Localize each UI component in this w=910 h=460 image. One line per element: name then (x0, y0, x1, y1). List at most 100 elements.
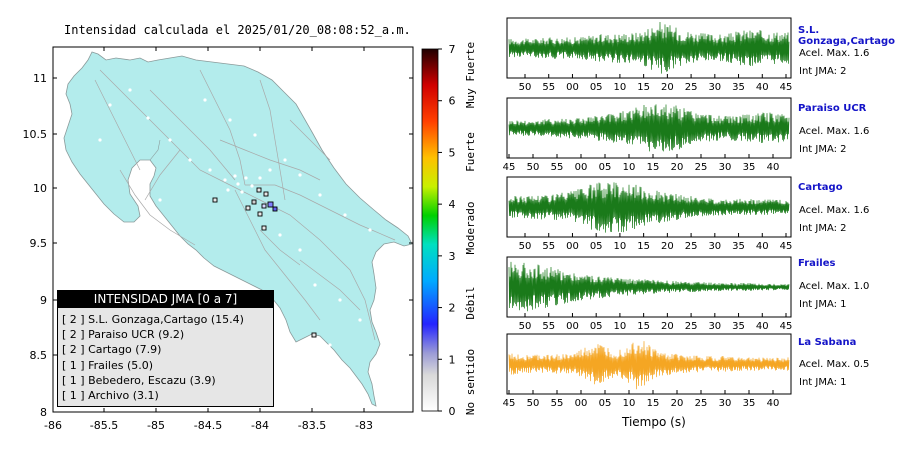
time-tick-label: 55 (551, 398, 564, 409)
map-title: Intensidad calculada el 2025/01/20_08:08… (64, 23, 411, 37)
time-tick-label: 00 (566, 241, 579, 252)
time-tick-label: 25 (685, 241, 698, 252)
map-xtick-label: -85 (147, 419, 165, 432)
nicoya-gulf (149, 139, 161, 161)
waveform-panel: 45 50 55 00 05 10 15 20 25 30 35 40 (503, 333, 792, 409)
map-xtick-label: -85.5 (90, 419, 118, 432)
time-tick-label: 35 (732, 82, 745, 93)
station-name: La Sabana (798, 337, 857, 348)
time-tick-label: 45 (780, 241, 793, 252)
time-tick-label: 40 (756, 241, 769, 252)
map-xtick-label: -83.5 (298, 419, 326, 432)
time-tick-label: 00 (575, 162, 588, 173)
map-ytick-label: 10.5 (23, 128, 48, 141)
time-tick-label: 00 (566, 82, 579, 93)
int-jma: Int JMA: 2 (799, 144, 847, 155)
time-tick-label: 35 (732, 241, 745, 252)
map-xtick-label: -84.5 (194, 419, 222, 432)
time-tick-label: 25 (685, 82, 698, 93)
colorbar-category-label: Fuerte (464, 132, 477, 172)
time-tick-label: 30 (708, 241, 721, 252)
map-xtick-label: -83 (355, 419, 373, 432)
accel-max: Acel. Max. 0.5 (799, 359, 870, 370)
map-ytick-label: 8.5 (30, 349, 48, 362)
station-name: S.L. Gonzaga,Cartago (798, 25, 896, 47)
map-axes: -86 -85.5 -85 -84.5 -84 -83.5 -83 11 10.5 10 9.5 9 8… (23, 47, 413, 432)
time-tick-label: 30 (719, 398, 732, 409)
colorbar-tick-label: 1 (449, 353, 456, 366)
accel-max: Acel. Max. 1.6 (799, 126, 870, 137)
time-tick-label: 30 (708, 321, 721, 332)
map-xtick-label: -86 (44, 419, 62, 432)
time-tick-label: 20 (671, 398, 684, 409)
waveform-trace (508, 21, 790, 74)
station-info: Acel. Max. 1.0 Int JMA: 1 (799, 278, 869, 314)
time-tick-label: 20 (671, 162, 684, 173)
time-tick-label: 05 (599, 398, 612, 409)
accel-max: Acel. Max. 1.6 (799, 205, 870, 216)
legend-item: [ 2 ] S.L. Gonzaga,Cartago (15.4) (62, 313, 244, 326)
map-xtick-label: -84 (251, 419, 269, 432)
colorbar-tick-label: 5 (449, 146, 456, 159)
waveform-panel: 50 55 00 05 10 15 20 25 30 35 40 45 (506, 256, 792, 332)
colorbar-category-label: Débil (464, 286, 477, 319)
colorbar-tick-label: 2 (449, 302, 456, 315)
waveform-panel: 45 50 55 00 05 10 15 20 25 30 35 40 (503, 97, 792, 173)
colorbar-tick-label: 7 (449, 43, 456, 56)
time-tick-label: 15 (637, 321, 650, 332)
int-jma: Int JMA: 1 (799, 299, 847, 310)
waveform-trace (508, 341, 790, 390)
time-tick-label: 25 (695, 162, 708, 173)
time-tick-label: 45 (503, 398, 516, 409)
time-tick-label: 45 (503, 162, 516, 173)
time-tick-label: 15 (647, 398, 660, 409)
time-tick-label: 20 (661, 82, 674, 93)
time-tick-label: 50 (519, 321, 532, 332)
colorbar-tick-label: 6 (449, 95, 456, 108)
time-tick-label: 40 (767, 162, 780, 173)
time-tick-label: 05 (590, 82, 603, 93)
station-name: Frailes (798, 258, 836, 269)
station-name: Cartago (798, 182, 843, 193)
time-tick-label: 10 (623, 162, 636, 173)
intensity-station-markers (212, 187, 317, 338)
accel-max: Acel. Max. 1.6 (799, 48, 870, 59)
legend-item: [ 1 ] Frailes (5.0) (62, 358, 154, 372)
time-tick-label: 40 (767, 398, 780, 409)
waveform-panel: 50 55 00 05 10 15 20 25 30 35 40 45 (506, 176, 793, 252)
intensity-colorbar (421, 48, 439, 412)
legend-item: [ 1 ] Archivo (3.1) (62, 389, 159, 403)
time-tick-label: 05 (590, 241, 603, 252)
station-name: Paraiso UCR (798, 103, 867, 114)
road-network (94, 69, 396, 341)
time-tick-label: 10 (614, 241, 627, 252)
map-ytick-label: 9.5 (30, 237, 48, 250)
time-tick-label: 45 (780, 82, 793, 93)
time-tick-label: 55 (542, 241, 555, 252)
seismic-stations (98, 88, 372, 347)
int-jma: Int JMA: 2 (799, 223, 847, 234)
int-jma: Int JMA: 2 (799, 66, 847, 77)
station-info: Acel. Max. 1.6 Int JMA: 2 (799, 123, 869, 159)
time-tick-label: 40 (756, 82, 769, 93)
time-tick-label: 55 (551, 162, 564, 173)
time-tick-label: 20 (661, 241, 674, 252)
map-ytick-label: 9 (40, 294, 47, 307)
colorbar-category-label: Muy Fuerte (464, 42, 477, 108)
colorbar-tick-label: 3 (449, 250, 456, 263)
time-tick-label: 35 (743, 162, 756, 173)
time-tick-label: 15 (637, 241, 650, 252)
legend-item: [ 2 ] Paraiso UCR (9.2) (62, 328, 185, 342)
colorbar-category-label: Moderado (464, 202, 477, 255)
map-ytick-label: 11 (33, 72, 47, 85)
waveform-trace (508, 182, 790, 233)
map-ytick-label: 8 (40, 406, 47, 419)
time-tick-label: 55 (542, 321, 555, 332)
time-tick-label: 50 (527, 398, 540, 409)
time-tick-label: 10 (623, 398, 636, 409)
time-tick-label: 35 (743, 398, 756, 409)
time-tick-label: 35 (732, 321, 745, 332)
time-tick-label: 25 (695, 398, 708, 409)
legend-item: [ 2 ] Cartago (7.9) (62, 343, 162, 357)
legend-title: INTENSIDAD JMA [0 a 7] (57, 290, 274, 308)
